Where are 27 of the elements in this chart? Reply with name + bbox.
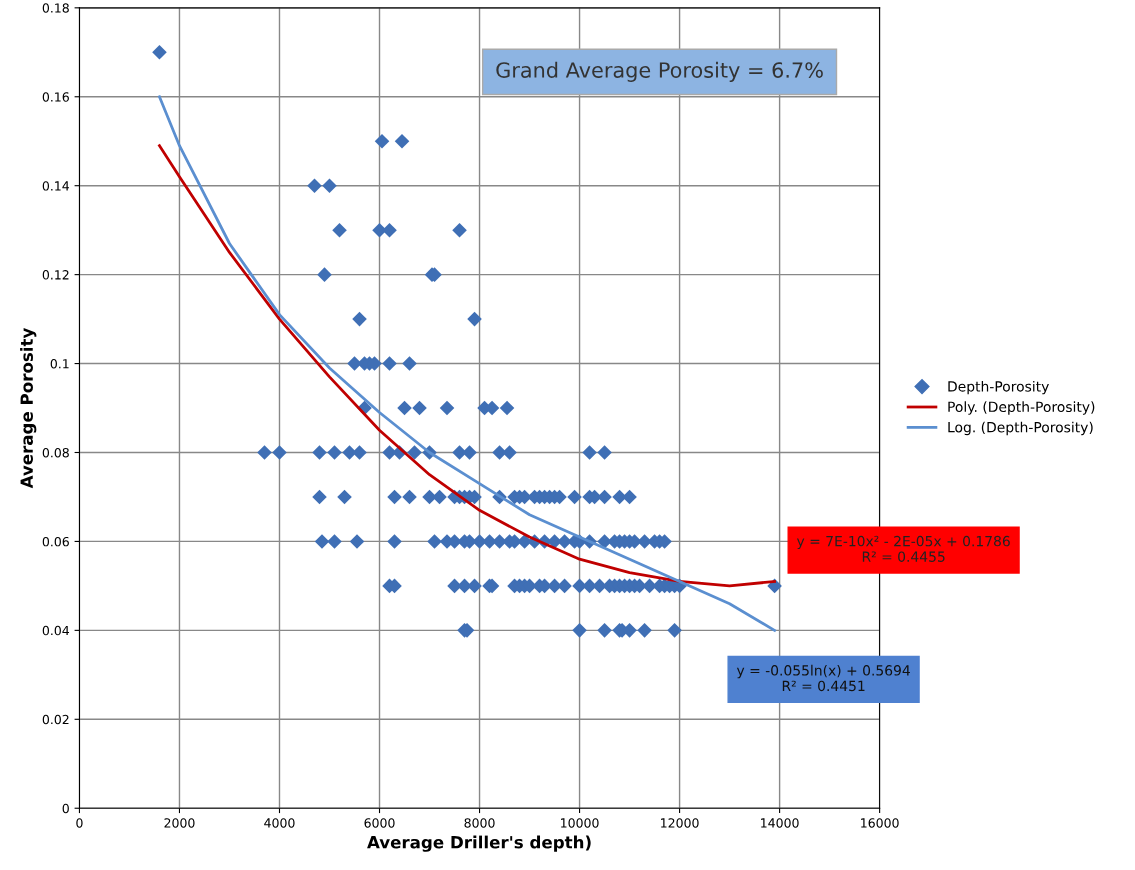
y-tick-label: 0 (62, 803, 69, 814)
x-tick-label: 0 (76, 818, 83, 828)
y-tick-label: 0.04 (42, 625, 70, 636)
x-tick-label: 8000 (464, 818, 495, 828)
y-tick-label: 0.08 (42, 447, 69, 458)
legend-label: Poly. (Depth-Porosity) (948, 401, 1095, 415)
x-tick-label: 2000 (164, 818, 195, 828)
x-tick-label: 6000 (364, 818, 395, 828)
y-tick-label: 0.12 (42, 270, 69, 280)
x-tick-label: 14000 (761, 818, 799, 828)
x-axis-title: Average Driller's depth) (367, 835, 591, 852)
y-tick-label: 0.16 (42, 92, 69, 102)
y-tick-label: 0.02 (42, 714, 69, 725)
y-tick-label: 0.18 (42, 3, 69, 13)
legend-label: Log. (Depth-Porosity) (948, 421, 1093, 436)
annotation: y = -0.055ln(x) + 0.5694 R² = 0.4451 (736, 664, 910, 692)
legend-label: Depth-Porosity (948, 380, 1049, 395)
x-tick-label: 12000 (661, 818, 699, 828)
y-tick-label: 0.06 (42, 536, 69, 547)
annotation: Grand Average Porosity = 6.7% (496, 61, 823, 82)
x-tick-label: 16000 (861, 818, 899, 828)
y-tick-label: 0.14 (42, 181, 70, 191)
annotation: y = 7E-10x² - 2E-05x + 0.1786 R² = 0.4455 (796, 535, 1010, 562)
y-tick-label: 0.1 (50, 359, 69, 369)
x-tick-label: 4000 (264, 818, 295, 828)
x-tick-label: 10000 (561, 818, 599, 828)
y-axis-title: Average Porosity (20, 327, 37, 489)
